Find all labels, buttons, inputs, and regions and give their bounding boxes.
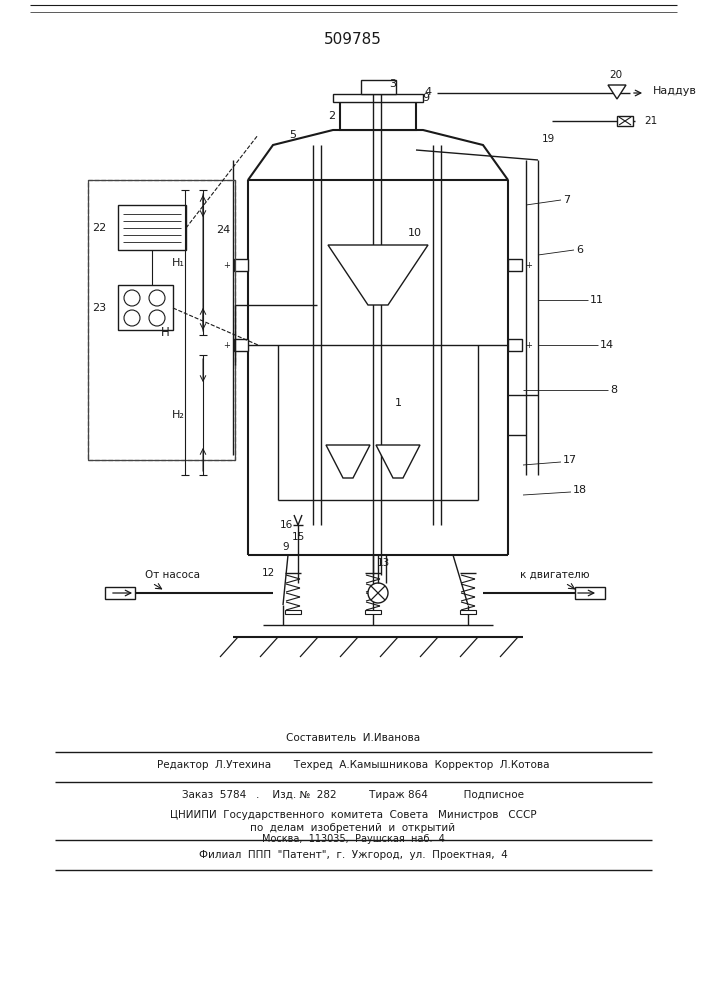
Text: H₁: H₁ [172,258,185,268]
Text: Филиал  ППП  "Патент",  г.  Ужгород,  ул.  Проектная,  4: Филиал ППП "Патент", г. Ужгород, ул. Про… [199,850,508,860]
Text: 22: 22 [92,223,106,233]
Polygon shape [328,245,428,305]
Bar [333,94,423,102]
Bar [365,610,381,614]
Text: 4: 4 [424,87,431,97]
Polygon shape [248,130,508,180]
Bar [361,80,396,94]
Bar [575,587,605,599]
Text: 10: 10 [408,228,422,238]
Text: ЦНИИПИ  Государственного  комитета  Совета   Министров   СССР: ЦНИИПИ Государственного комитета Совета … [170,810,537,820]
Bar [88,180,235,460]
Text: 509785: 509785 [324,32,382,47]
Text: Москва,  113035,  Раушская  наб.  4: Москва, 113035, Раушская наб. 4 [262,834,445,844]
Circle shape [124,290,140,306]
Text: 7: 7 [563,195,570,205]
Text: +: + [223,260,230,269]
Text: H₂: H₂ [172,410,185,420]
Text: 16: 16 [279,520,293,530]
Text: 9: 9 [423,93,430,103]
Bar [285,610,301,614]
Polygon shape [608,85,626,99]
Text: 5: 5 [289,130,296,140]
Bar [460,610,476,614]
Text: 23: 23 [92,303,106,313]
Bar [617,116,633,126]
Text: 19: 19 [542,134,554,144]
Text: 21: 21 [644,116,658,126]
Polygon shape [376,445,420,478]
Text: 14: 14 [600,340,614,350]
Text: 9: 9 [283,542,289,552]
Text: по  делам  изобретений  и  открытий: по делам изобретений и открытий [250,823,455,833]
Text: От насоса: От насоса [145,570,200,580]
Circle shape [368,583,388,603]
Text: Наддув: Наддув [653,86,697,96]
Text: 2: 2 [329,111,336,121]
Text: +: + [525,340,532,350]
Text: 3: 3 [390,79,397,89]
Polygon shape [326,445,370,478]
Bar [88,180,235,460]
Bar [508,259,522,271]
Text: 13: 13 [376,558,390,568]
Text: 20: 20 [609,70,623,80]
Bar [118,205,186,250]
Text: 6: 6 [576,245,583,255]
Text: 15: 15 [291,532,305,542]
Text: +: + [223,340,230,350]
Text: H: H [161,326,170,340]
Bar [234,339,248,351]
Bar [105,587,135,599]
Circle shape [149,310,165,326]
Text: к двигателю: к двигателю [520,570,590,580]
Text: 24: 24 [216,225,230,235]
Text: 1: 1 [395,398,402,408]
Text: 17: 17 [563,455,577,465]
Text: Заказ  5784   .    Изд. №  282          Тираж 864           Подписное: Заказ 5784 . Изд. № 282 Тираж 864 Подпис… [182,790,524,800]
Bar [118,285,173,330]
Bar [508,339,522,351]
Text: Редактор  Л.Утехина       Техред  А.Камышникова  Корректор  Л.Котова: Редактор Л.Утехина Техред А.Камышникова … [157,760,549,770]
Text: +: + [525,260,532,269]
Text: 11: 11 [590,295,604,305]
Text: 18: 18 [573,485,587,495]
Bar [340,102,416,130]
Text: 8: 8 [610,385,617,395]
Circle shape [124,310,140,326]
Circle shape [149,290,165,306]
Bar [234,259,248,271]
Text: Составитель  И.Иванова: Составитель И.Иванова [286,733,420,743]
Text: 12: 12 [262,568,274,578]
